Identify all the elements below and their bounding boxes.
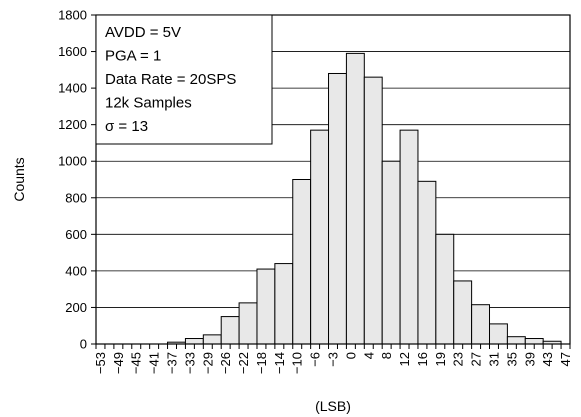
bar-31 <box>489 323 508 345</box>
bar--14 <box>274 263 294 345</box>
y-axis-label: Counts <box>11 157 27 201</box>
x-tick-label-8: 8 <box>379 352 394 359</box>
x-tick-label--49: −49 <box>111 352 126 374</box>
bar--29 <box>202 334 222 345</box>
bar-23 <box>453 280 473 345</box>
x-tick-label--3: −3 <box>326 352 341 367</box>
x-tick-label--33: −33 <box>182 352 197 374</box>
bar-19 <box>435 233 455 345</box>
x-tick-label--53: −53 <box>93 352 108 374</box>
x-tick-label--29: −29 <box>200 352 215 374</box>
plot-frame <box>95 14 571 345</box>
bar--18 <box>256 268 276 345</box>
x-tick-label--6: −6 <box>308 352 323 367</box>
x-tick-label-19: 19 <box>433 352 448 366</box>
x-tick-label--26: −26 <box>218 352 233 374</box>
y-axis-ticks: 0 200 400 600 800 1000 1200 1400 1600 1800 <box>58 8 96 352</box>
x-tick-label--41: −41 <box>147 352 162 374</box>
x-tick-label-35: 35 <box>504 352 519 366</box>
annotation-box: AVDD = 5V PGA = 1 Data Rate = 20SPS 12k Sam… <box>95 14 273 145</box>
x-tick-label--45: −45 <box>129 352 144 374</box>
annotation-line-2: PGA = 1 <box>105 48 161 65</box>
x-tick-label-4: 4 <box>361 352 376 359</box>
x-tick-label--10: −10 <box>290 352 305 374</box>
x-tick-label-16: 16 <box>415 352 430 366</box>
y-tick-label-1600: 1600 <box>58 44 87 59</box>
x-axis-ticks: −53 −49 −45 −41 −37 −33 −29 −26 −22 −18 −14 −10 −6 −3… <box>93 344 573 374</box>
y-tick-label-1800: 1800 <box>58 8 87 23</box>
x-tick-label-23: 23 <box>451 352 466 366</box>
x-tick-label-12: 12 <box>397 352 412 366</box>
x-tick-label-27: 27 <box>469 352 484 366</box>
bar-4 <box>363 76 383 345</box>
annotation-line-1: AVDD = 5V <box>105 24 181 41</box>
annotation-line-3: Data Rate = 20SPS <box>105 71 236 88</box>
y-tick-label-1400: 1400 <box>58 81 87 96</box>
x-axis-label: (LSB) <box>315 398 351 414</box>
x-tick-label--14: −14 <box>272 352 287 374</box>
x-tick-label-39: 39 <box>522 352 537 366</box>
y-tick-label-200: 200 <box>65 300 87 315</box>
x-tick-label-0: 0 <box>343 352 358 359</box>
plot-border <box>95 14 571 345</box>
x-tick-label--18: −18 <box>254 352 269 374</box>
bar--26 <box>220 316 240 345</box>
annotation-line-4: 12k Samples <box>105 95 192 112</box>
y-tick-label-400: 400 <box>65 263 87 278</box>
bars <box>167 52 562 345</box>
x-tick-label-43: 43 <box>540 352 555 366</box>
annotation-line-5: σ = 13 <box>105 118 148 135</box>
y-tick-label-0: 0 <box>80 337 87 352</box>
bar-27 <box>471 304 491 345</box>
y-tick-label-1000: 1000 <box>58 154 87 169</box>
bar-16 <box>417 180 437 345</box>
bar--3 <box>328 72 347 345</box>
y-tick-label-600: 600 <box>65 227 87 242</box>
bar-12 <box>399 129 419 345</box>
bar-0 <box>345 52 365 345</box>
bar--22 <box>238 302 258 345</box>
bar-35 <box>506 336 526 345</box>
y-tick-label-1200: 1200 <box>58 117 87 132</box>
bar-8 <box>381 160 401 345</box>
x-tick-label--37: −37 <box>165 352 180 374</box>
x-tick-label-47: 47 <box>558 352 573 366</box>
x-tick-label-31: 31 <box>486 352 501 366</box>
x-tick-label--22: −22 <box>236 352 251 374</box>
bar-39 <box>524 338 544 345</box>
bar--33 <box>184 338 204 345</box>
annotation-frame <box>95 14 273 145</box>
bar--10 <box>292 179 312 345</box>
y-tick-label-800: 800 <box>65 190 87 205</box>
bar--6 <box>310 129 330 345</box>
